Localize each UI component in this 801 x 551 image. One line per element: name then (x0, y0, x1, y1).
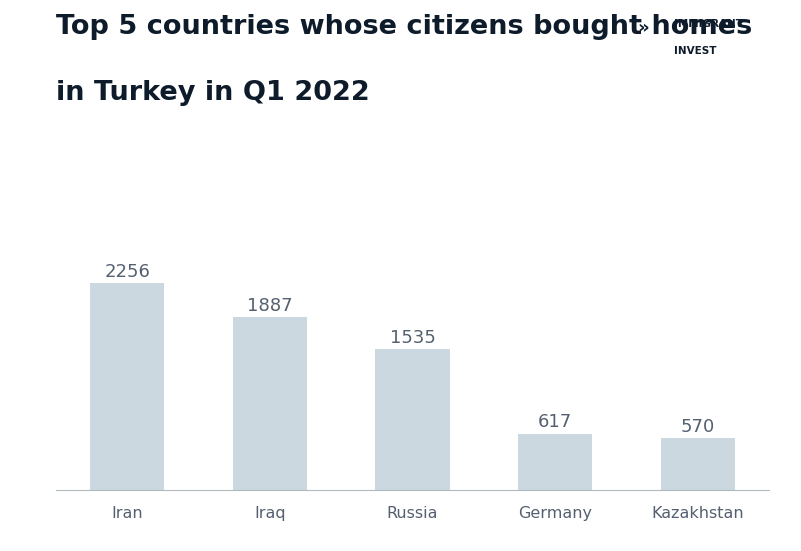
Bar (376, 349, 449, 490)
Text: 1535: 1535 (389, 329, 436, 347)
Text: IMMIGRANT: IMMIGRANT (674, 19, 743, 29)
Bar (518, 434, 592, 490)
Bar (91, 283, 164, 490)
Bar (233, 317, 307, 490)
Text: 1887: 1887 (248, 297, 292, 315)
Text: »: » (637, 19, 649, 37)
Text: INVEST: INVEST (674, 46, 717, 56)
Text: in Turkey in Q1 2022: in Turkey in Q1 2022 (56, 80, 370, 106)
Bar (661, 438, 735, 490)
Text: 617: 617 (538, 413, 572, 431)
Text: 570: 570 (681, 418, 714, 436)
Text: 2256: 2256 (104, 263, 151, 281)
Text: Top 5 countries whose citizens bought homes: Top 5 countries whose citizens bought ho… (56, 14, 752, 40)
